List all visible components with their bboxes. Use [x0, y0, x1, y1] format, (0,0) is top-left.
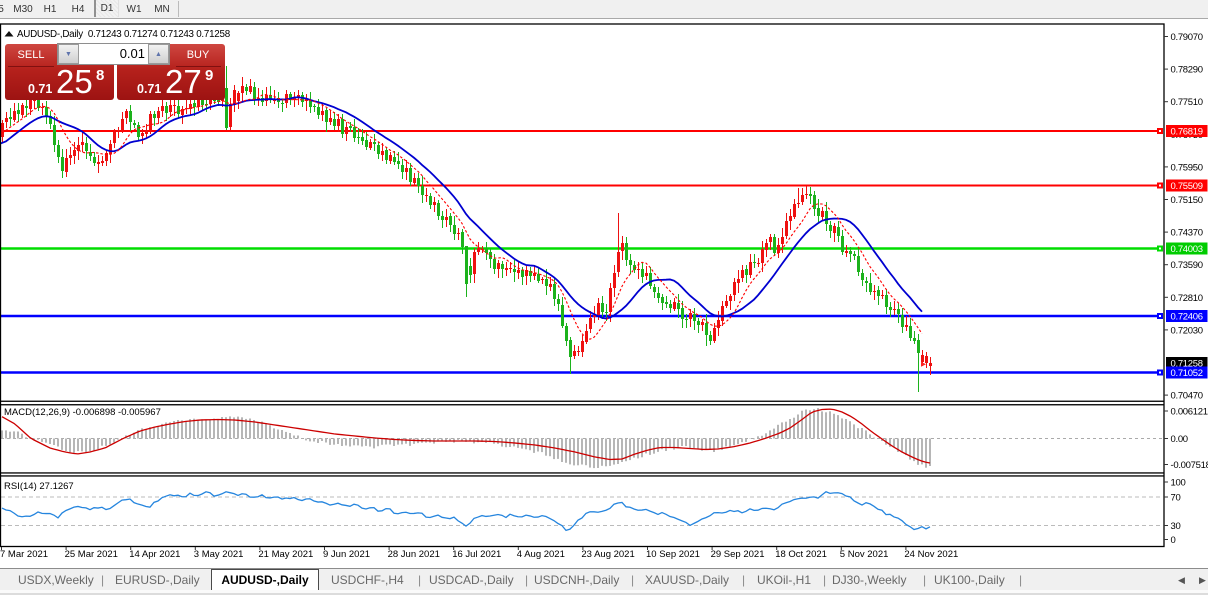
svg-text:100: 100 — [1171, 478, 1186, 489]
svg-text:5 Nov 2021: 5 Nov 2021 — [840, 549, 889, 560]
svg-text:0.70470: 0.70470 — [1171, 391, 1203, 402]
svg-text:0.79070: 0.79070 — [1171, 32, 1203, 43]
svg-text:29 Sep 2021: 29 Sep 2021 — [711, 549, 765, 560]
svg-text:18 Oct 2021: 18 Oct 2021 — [775, 549, 827, 560]
svg-text:7 Mar 2021: 7 Mar 2021 — [0, 549, 48, 560]
svg-text:0.74370: 0.74370 — [1171, 228, 1203, 239]
svg-text:24 Nov 2021: 24 Nov 2021 — [904, 549, 958, 560]
svg-text:RSI(14) 27.1267: RSI(14) 27.1267 — [4, 481, 74, 492]
svg-text:0.71258: 0.71258 — [1171, 359, 1203, 370]
svg-text:0.006121: 0.006121 — [1171, 407, 1208, 418]
svg-text:0.73590: 0.73590 — [1171, 260, 1203, 271]
svg-text:21 May 2021: 21 May 2021 — [258, 549, 313, 560]
svg-text:0.74003: 0.74003 — [1171, 244, 1203, 255]
svg-text:0.75150: 0.75150 — [1171, 195, 1203, 206]
svg-text:0.72406: 0.72406 — [1171, 312, 1203, 323]
svg-text:30: 30 — [1171, 521, 1181, 532]
svg-text:0.72810: 0.72810 — [1171, 293, 1203, 304]
svg-text:0.72030: 0.72030 — [1171, 325, 1203, 336]
svg-text:0.78290: 0.78290 — [1171, 65, 1203, 76]
svg-text:4 Aug 2021: 4 Aug 2021 — [517, 549, 565, 560]
svg-text:0: 0 — [1171, 535, 1176, 546]
svg-text:0.76819: 0.76819 — [1171, 127, 1203, 138]
svg-text:14 Apr 2021: 14 Apr 2021 — [129, 549, 180, 560]
svg-text:25 Mar 2021: 25 Mar 2021 — [65, 549, 118, 560]
svg-text:16 Jul 2021: 16 Jul 2021 — [452, 549, 501, 560]
svg-text:70: 70 — [1171, 493, 1181, 504]
svg-text:9 Jun 2021: 9 Jun 2021 — [323, 549, 370, 560]
svg-text:23 Aug 2021: 23 Aug 2021 — [581, 549, 634, 560]
svg-text:28 Jun 2021: 28 Jun 2021 — [388, 549, 440, 560]
svg-text:-0.007518: -0.007518 — [1171, 460, 1208, 471]
svg-text:0.00: 0.00 — [1171, 434, 1188, 445]
svg-text:0.75509: 0.75509 — [1171, 181, 1203, 192]
svg-text:AUDUSD-,Daily 0.71243 0.71274: AUDUSD-,Daily 0.71243 0.71274 0.71243 0.… — [17, 29, 231, 40]
svg-text:0.77510: 0.77510 — [1171, 97, 1203, 108]
svg-text:3 May 2021: 3 May 2021 — [194, 549, 244, 560]
svg-text:10 Sep 2021: 10 Sep 2021 — [646, 549, 700, 560]
svg-text:0.71052: 0.71052 — [1171, 368, 1203, 379]
svg-text:0.75950: 0.75950 — [1171, 162, 1203, 173]
svg-text:MACD(12,26,9) -0.006898 -0.005: MACD(12,26,9) -0.006898 -0.005967 — [4, 407, 161, 418]
